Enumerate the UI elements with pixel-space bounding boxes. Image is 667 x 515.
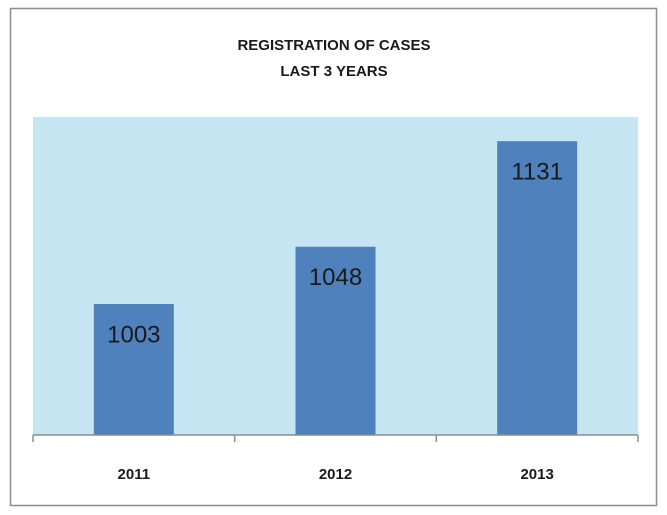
x-tick-label: 2011 (118, 466, 151, 483)
data-label: 1131 (511, 159, 563, 186)
bar (93, 303, 174, 435)
bar (497, 141, 578, 435)
x-tick-label: 2012 (319, 466, 352, 483)
bar (295, 246, 376, 435)
data-label: 1003 (107, 321, 160, 348)
chart-title: LAST 3 YEARS (280, 63, 387, 80)
x-tick-label: 2013 (520, 466, 553, 483)
data-label: 1048 (309, 264, 362, 291)
chart-title: REGISTRATION OF CASES (237, 37, 430, 54)
